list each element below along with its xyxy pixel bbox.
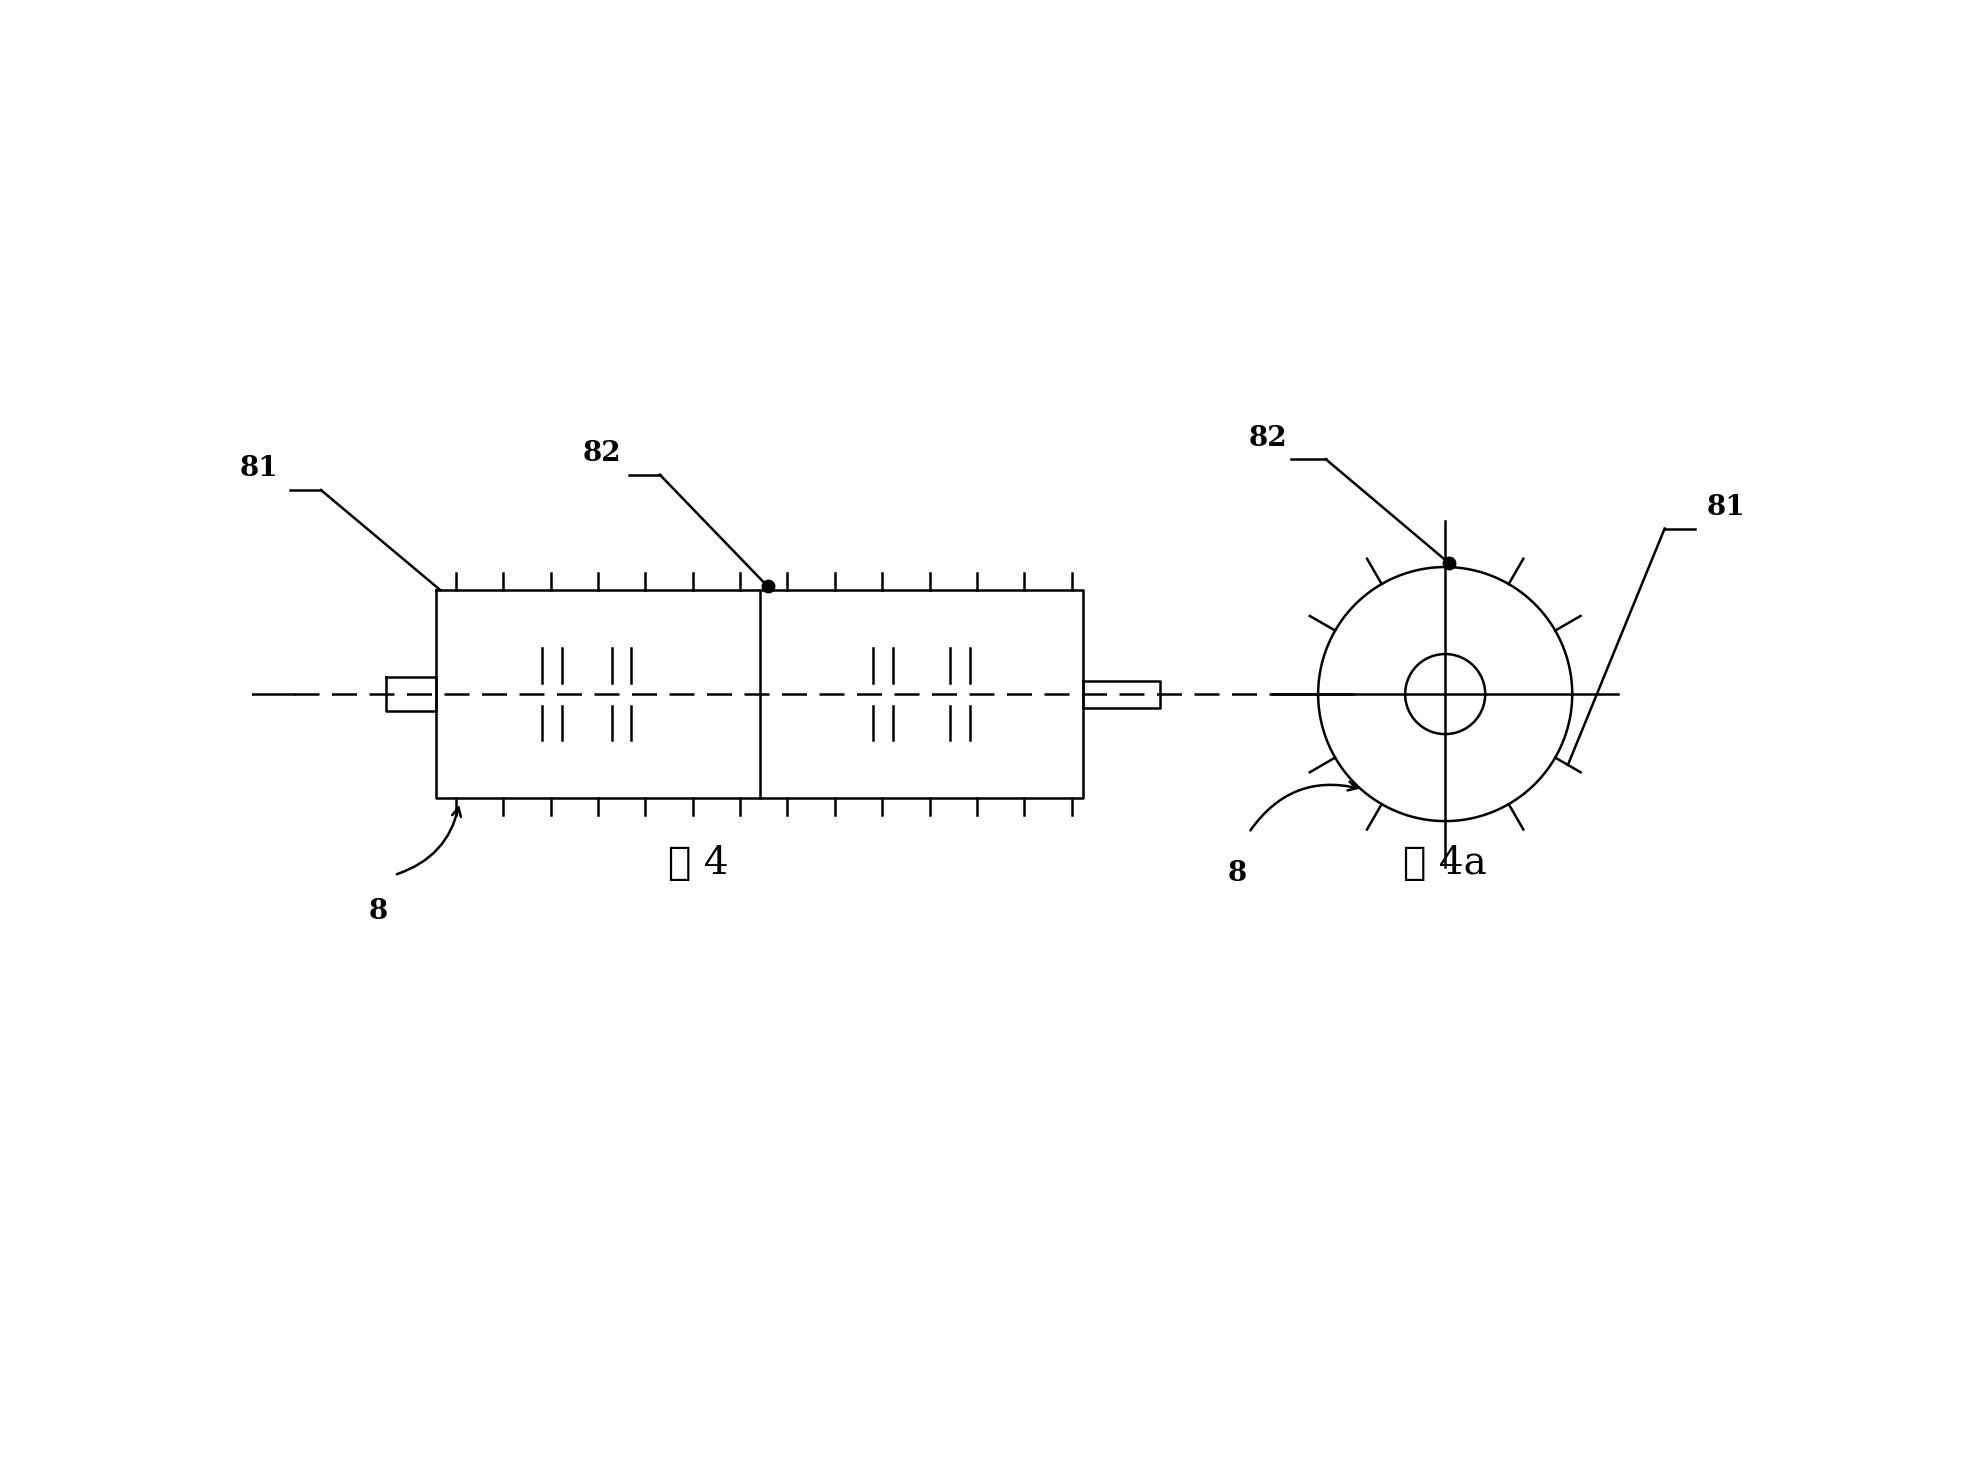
Text: 8: 8 — [1227, 860, 1247, 886]
Text: 82: 82 — [1249, 424, 1286, 452]
Text: 图 4: 图 4 — [667, 845, 728, 882]
Text: 81: 81 — [1707, 493, 1744, 521]
Text: 81: 81 — [241, 455, 278, 483]
Text: 82: 82 — [582, 440, 621, 467]
Text: 8: 8 — [369, 898, 389, 924]
Text: 图 4a: 图 4a — [1403, 845, 1486, 882]
